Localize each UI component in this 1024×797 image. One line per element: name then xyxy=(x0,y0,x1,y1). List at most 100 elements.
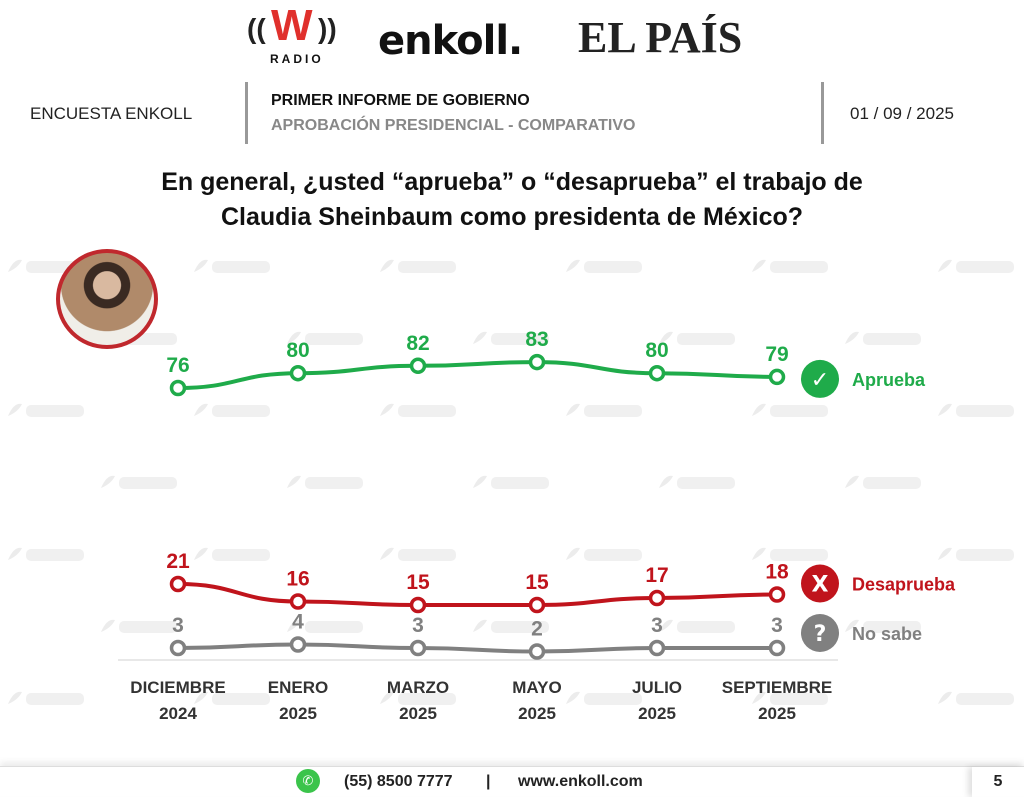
watermark-logo xyxy=(101,619,177,633)
watermark-logo xyxy=(938,691,1014,705)
x-tick-label: 2025 xyxy=(279,704,317,723)
line-chart: 76 80 82 83 80 79 ✓ Aprueba 21 16 15 15 17 18 X Desapru… xyxy=(118,328,956,723)
footer-phone: (55) 8500 7777 xyxy=(344,773,453,790)
data-label: 76 xyxy=(166,354,189,377)
watermark-logo xyxy=(473,619,549,633)
data-label: 3 xyxy=(172,614,184,637)
watermark-logo xyxy=(845,475,921,489)
watermark-logo xyxy=(938,403,1014,417)
data-point xyxy=(169,575,187,593)
data-point xyxy=(409,596,427,614)
x-icon-glyph: X xyxy=(812,573,829,598)
data-point xyxy=(768,368,786,386)
question-line-1: En general, ¿usted “aprueba” o “desaprue… xyxy=(161,168,863,196)
watermark-logo xyxy=(566,691,642,705)
watermark-logo xyxy=(845,331,921,345)
data-label: 80 xyxy=(645,339,668,362)
enkoll-logo: enkoll. xyxy=(378,18,523,64)
data-label: 15 xyxy=(406,571,430,594)
data-point xyxy=(528,596,546,614)
data-point xyxy=(409,357,427,375)
footer-separator: | xyxy=(486,773,491,790)
survey-label: ENCUESTA ENKOLL xyxy=(30,104,193,123)
watermark-logo xyxy=(752,547,828,561)
x-tick-label: SEPTIEMBRE xyxy=(722,678,833,697)
x-tick-label: ENERO xyxy=(268,678,328,697)
data-point xyxy=(648,639,666,657)
footer: ✆ (55) 8500 7777 | www.enkoll.com 5 xyxy=(0,766,1024,796)
watermark-logo xyxy=(287,475,363,489)
watermark-logo xyxy=(380,259,456,273)
data-label: 82 xyxy=(406,332,429,355)
question-icon xyxy=(801,614,839,652)
watermark-logo xyxy=(380,403,456,417)
divider xyxy=(821,82,824,144)
watermark-logo xyxy=(566,547,642,561)
x-tick-label: 2025 xyxy=(518,704,556,723)
data-point xyxy=(289,593,307,610)
watermark-logo xyxy=(287,619,363,633)
watermark-logo xyxy=(8,403,84,417)
x-icon xyxy=(801,564,839,603)
legend-label: No sabe xyxy=(852,624,922,644)
watermark-logo xyxy=(8,691,84,705)
watermark-logo xyxy=(194,691,270,705)
data-label: 16 xyxy=(286,568,309,591)
president-avatar xyxy=(56,249,158,349)
el-pais-logo: EL PAÍS xyxy=(578,13,743,62)
watermark-logo xyxy=(8,547,84,561)
data-point xyxy=(528,643,546,660)
data-label: 18 xyxy=(765,561,789,584)
data-point xyxy=(528,353,546,371)
x-tick-label: JULIO xyxy=(632,678,682,697)
report-title: PRIMER INFORME DE GOBIERNO xyxy=(271,92,530,109)
watermark-logo xyxy=(845,619,921,633)
footer-website[interactable]: www.enkoll.com xyxy=(518,773,643,790)
report-subtitle: APROBACIÓN PRESIDENCIAL - COMPARATIVO xyxy=(271,117,636,134)
series-line-no-sabe xyxy=(177,642,777,654)
check-icon-glyph: ✓ xyxy=(811,368,829,393)
watermark-logo xyxy=(659,619,735,633)
x-tick-label: MAYO xyxy=(512,678,561,697)
watermark-logo xyxy=(194,547,270,561)
whatsapp-icon: ✆ xyxy=(296,769,320,793)
watermark-logo xyxy=(938,547,1014,561)
watermark-logo xyxy=(194,259,270,273)
watermark-logo xyxy=(752,259,828,273)
data-label: 83 xyxy=(525,328,548,351)
data-label: 15 xyxy=(525,571,549,594)
data-label: 4 xyxy=(292,611,304,634)
watermark-logo xyxy=(752,691,828,705)
data-point xyxy=(648,589,666,607)
data-point xyxy=(768,586,786,603)
question-icon-glyph: ? xyxy=(814,622,827,647)
data-point xyxy=(169,379,187,397)
watermark-logo xyxy=(938,259,1014,273)
data-point xyxy=(289,636,307,653)
check-icon xyxy=(801,359,839,398)
data-point xyxy=(169,639,187,657)
x-tick-label: 2024 xyxy=(159,704,197,723)
watermark-logo xyxy=(380,547,456,561)
data-label: 79 xyxy=(765,343,788,366)
data-label: 21 xyxy=(166,550,190,573)
x-tick-label: 2025 xyxy=(399,704,437,723)
data-label: 17 xyxy=(645,564,668,587)
watermark-logo xyxy=(566,403,642,417)
data-point xyxy=(409,639,427,657)
legend-label: Desaprueba xyxy=(852,575,956,595)
data-point xyxy=(648,364,666,382)
data-label: 3 xyxy=(412,614,424,637)
watermark-logo xyxy=(659,475,735,489)
watermark-logo xyxy=(287,331,363,345)
watermark-logo xyxy=(473,475,549,489)
watermark-logo xyxy=(659,331,735,345)
w-radio-logo: (( W )) RADIO xyxy=(247,1,340,67)
divider xyxy=(245,82,248,144)
radio-text: RADIO xyxy=(270,52,324,66)
x-tick-label: DICIEMBRE xyxy=(130,678,225,697)
data-point xyxy=(289,364,307,382)
data-label: 3 xyxy=(651,614,663,637)
w-letter: W xyxy=(271,1,313,50)
page-number: 5 xyxy=(972,767,1024,797)
